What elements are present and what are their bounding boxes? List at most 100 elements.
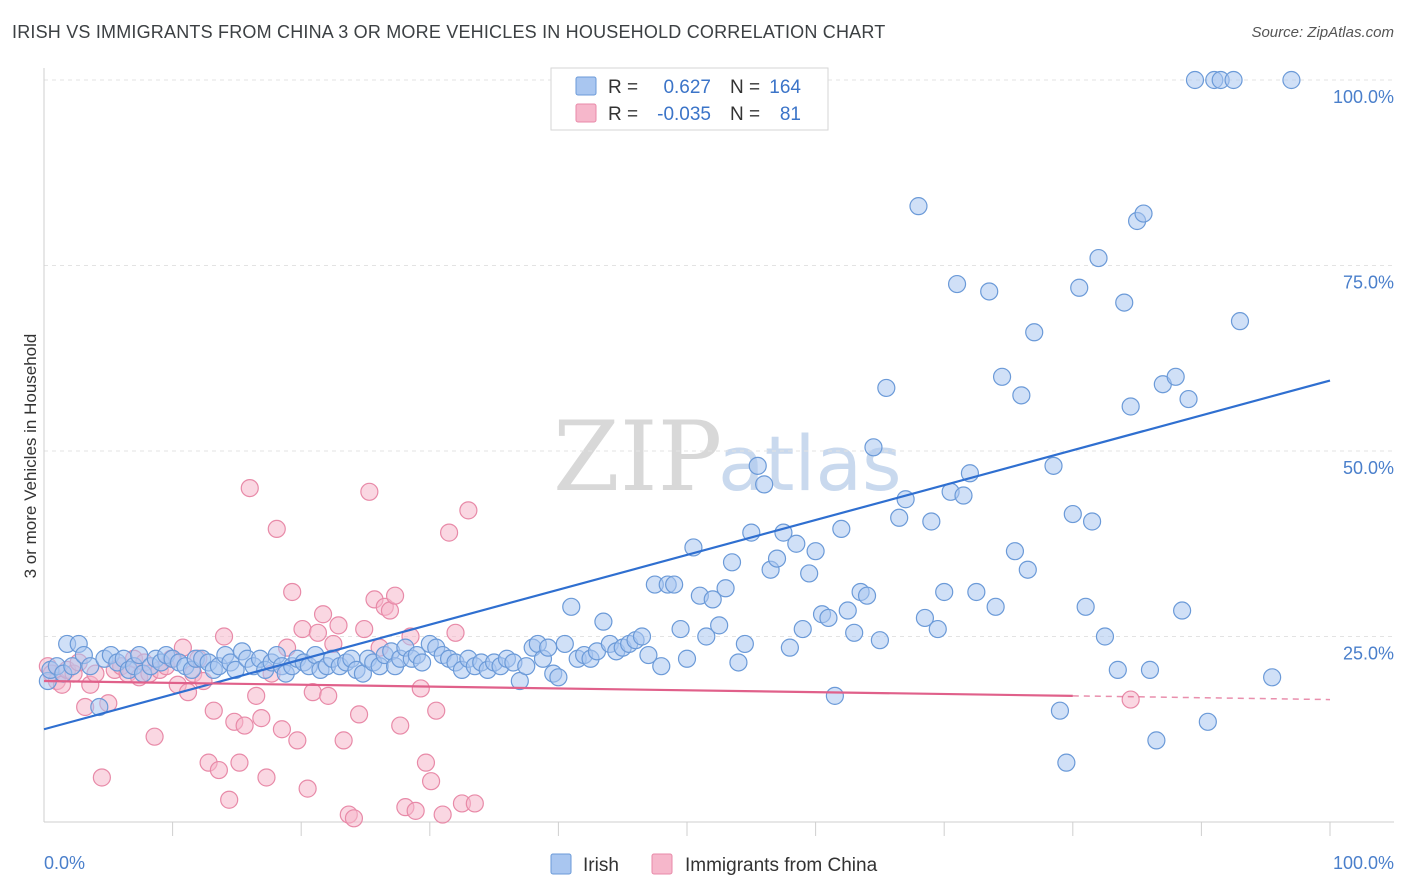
china-point-33: [220, 790, 239, 809]
stats-legend: R = 0.627 N = 164 R = -0.035 N = 81: [550, 67, 829, 131]
irish-point-134: [845, 623, 864, 642]
irish-point-106: [665, 575, 684, 594]
irish-point-132: [832, 519, 851, 539]
x-tick-label-max: 100.0%: [1333, 853, 1394, 873]
irish-point-146: [935, 582, 954, 602]
china-point-36: [235, 716, 254, 735]
bottom-legend-label-irish: Irish: [583, 855, 619, 876]
irish-point-163: [1070, 278, 1089, 297]
china-point-73: [427, 701, 446, 720]
irish-point-131: [825, 686, 844, 705]
irish-point-88: [549, 668, 568, 687]
irish-point-86: [539, 638, 558, 657]
legend-r-value-irish: 0.627: [663, 77, 711, 98]
irish-point-108: [677, 649, 697, 668]
irish-point-145: [928, 619, 947, 639]
irish-point-183: [1224, 70, 1243, 90]
legend-r-label-china: R =: [608, 104, 638, 125]
series-legend: Irish Immigrants from China: [550, 853, 878, 876]
irish-point-156: [1012, 386, 1031, 405]
irish-point-102: [639, 645, 658, 665]
grid: [44, 79, 1394, 637]
irish-point-117: [735, 634, 754, 654]
irish-point-155: [1005, 542, 1025, 561]
irish-point-111: [697, 627, 716, 646]
chart-title: IRISH VS IMMIGRANTS FROM CHINA 3 OR MORE…: [12, 22, 886, 42]
irish-point-159: [1044, 456, 1063, 475]
china-point-43: [272, 720, 292, 739]
irish-point-177: [1173, 601, 1192, 620]
china-point-46: [288, 731, 307, 750]
irish-point-165: [1082, 512, 1102, 531]
china-point-70: [411, 679, 430, 698]
bottom-legend-label-china: Immigrants from China: [685, 855, 878, 876]
irish-point-186: [1282, 70, 1301, 90]
irish-point-174: [1147, 731, 1166, 750]
china-point-76: [446, 623, 465, 642]
y-axis-label: 3 or more Vehicles in Household: [21, 334, 40, 579]
irish-point-82: [517, 657, 536, 676]
irish-point-125: [787, 534, 806, 553]
irish-point-116: [729, 653, 748, 672]
irish-point-140: [890, 508, 909, 527]
irish-point-138: [870, 631, 890, 650]
china-point-80: [1121, 690, 1140, 709]
irish-point-154: [992, 367, 1012, 386]
irish-point-169: [1115, 293, 1134, 312]
china-point-58: [349, 705, 369, 724]
legend-r-label-irish: R =: [608, 77, 638, 98]
irish-point-95: [594, 612, 613, 631]
irish-point-167: [1095, 627, 1115, 646]
legend-n-label-irish: N =: [730, 77, 760, 98]
china-point-40: [257, 768, 276, 787]
china-point-54: [329, 616, 348, 635]
irish-point-133: [838, 601, 857, 620]
china-point-39: [252, 709, 271, 728]
bottom-legend-swatch-china: [651, 853, 673, 875]
x-tick-label-min: 0.0%: [44, 853, 85, 873]
china-point-79: [465, 794, 484, 813]
china-point-74: [433, 805, 452, 824]
legend-swatch-china: [575, 103, 597, 123]
irish-point-5: [63, 657, 82, 676]
irish-point-172: [1134, 204, 1153, 223]
china-point-42: [267, 519, 286, 539]
irish-point-178: [1179, 389, 1198, 409]
china-point-31: [209, 760, 228, 780]
china-point-35: [230, 753, 249, 772]
china-point-60: [360, 482, 379, 501]
irish-point-170: [1121, 397, 1140, 416]
irish-point-142: [909, 197, 928, 216]
irish-point-124: [780, 638, 799, 657]
irish-point-66: [412, 653, 432, 672]
watermark-atlas: atlas: [718, 419, 902, 508]
legend-n-value-irish: 164: [769, 77, 801, 98]
legend-n-label-china: N =: [730, 104, 760, 125]
china-point-48: [298, 779, 317, 798]
irish-point-179: [1185, 70, 1205, 90]
irish-point-120: [755, 475, 774, 494]
china-point-19: [145, 727, 164, 746]
irish-point-166: [1089, 248, 1108, 268]
irish-point-122: [767, 549, 787, 568]
china-trend-line-extension: [1072, 695, 1331, 701]
y-tick-label-75: 75.0%: [1343, 273, 1394, 293]
china-point-32: [214, 627, 234, 646]
china-point-51: [313, 605, 333, 624]
irish-point-180: [1198, 712, 1217, 731]
irish-point-136: [857, 586, 877, 605]
irish-point-8: [81, 657, 100, 676]
legend-n-value-china: 81: [780, 104, 801, 125]
bottom-legend-swatch-irish: [550, 853, 572, 875]
legend-r-value-china: -0.035: [657, 104, 711, 125]
china-point-38: [247, 686, 266, 705]
irish-trend-line: [43, 379, 1331, 731]
china-point-10: [92, 768, 111, 787]
china-point-71: [416, 753, 436, 772]
china-point-50: [308, 623, 328, 642]
irish-point-184: [1230, 312, 1250, 331]
china-point-45: [283, 582, 302, 602]
irish-point-9: [90, 697, 109, 717]
china-point-75: [439, 523, 459, 542]
